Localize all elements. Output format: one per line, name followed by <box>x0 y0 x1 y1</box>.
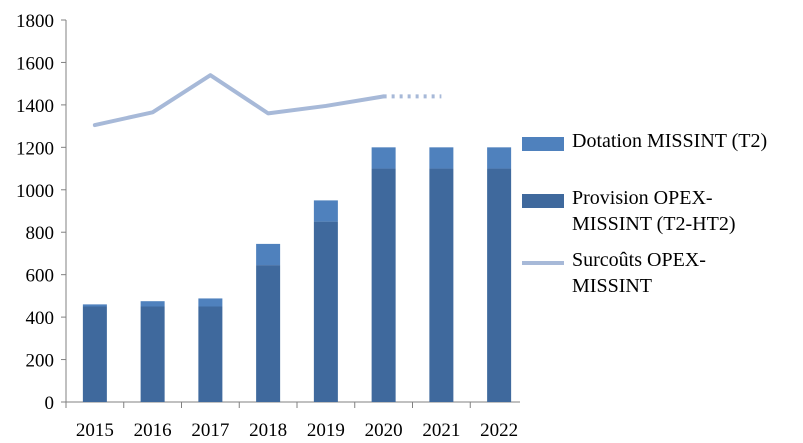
bars <box>82 147 512 402</box>
bar-provision <box>429 168 454 402</box>
x-tick-label: 2018 <box>249 420 287 441</box>
legend-item-provision: Provision OPEX- MISSINT (T2-HT2) <box>522 185 802 237</box>
bar-dotation <box>82 304 107 307</box>
legend-label-surcouts: Surcoûts OPEX- MISSINT <box>572 247 792 299</box>
legend-item-dotation: Dotation MISSINT (T2) <box>522 128 802 154</box>
surcouts-line-solid <box>92 73 386 128</box>
legend-swatch-dotation <box>522 137 564 151</box>
bar-provision <box>487 168 512 402</box>
legend-item-surcouts: Surcoûts OPEX- MISSINT <box>522 247 802 299</box>
legend-label-provision: Provision OPEX- MISSINT (T2-HT2) <box>572 185 792 237</box>
bar-dotation <box>140 301 165 307</box>
x-tick-label: 2022 <box>480 420 518 441</box>
y-tick-label: 0 <box>45 393 55 414</box>
y-tick-label: 1200 <box>16 138 54 159</box>
bar-provision <box>82 306 107 402</box>
y-tick-label: 400 <box>26 308 55 329</box>
x-tick-label: 2016 <box>134 420 172 441</box>
y-tick-label: 1600 <box>16 53 54 74</box>
x-tick-label: 2021 <box>422 420 460 441</box>
y-tick-label: 800 <box>26 223 55 244</box>
legend-line-surcouts <box>522 261 564 265</box>
bar-provision <box>198 306 223 402</box>
bar-dotation <box>313 200 338 222</box>
tick-labels: 0 200 400 600 800 1000 1200 1400 1600 1800 2015 201… <box>16 11 518 441</box>
bar-dotation <box>429 147 454 169</box>
legend-label-provision-line2: MISSINT (T2-HT2) <box>572 213 736 235</box>
stacked-bar-line-chart: 0 200 400 600 800 1000 1200 1400 1600 1800 2015 201… <box>16 11 520 441</box>
bar-dotation <box>487 147 512 169</box>
y-tick-label: 1000 <box>16 181 54 202</box>
x-tick-label: 2019 <box>307 420 345 441</box>
bar-provision <box>371 168 396 402</box>
x-tick-label: 2015 <box>76 420 114 441</box>
y-tick-label: 1800 <box>16 11 54 32</box>
y-tick-label: 200 <box>26 351 55 372</box>
bar-dotation <box>198 298 223 307</box>
surcouts-line <box>92 73 442 128</box>
bar-provision <box>256 265 281 402</box>
legend: Dotation MISSINT (T2) Provision OPEX- MI… <box>522 128 802 299</box>
legend-label-surcouts-line1: Surcoûts OPEX- <box>572 249 706 271</box>
bar-dotation <box>256 243 281 266</box>
legend-swatch-provision <box>522 194 564 208</box>
bar-provision <box>140 306 165 402</box>
legend-label-surcouts-line2: MISSINT <box>572 275 653 297</box>
bar-provision <box>313 221 338 402</box>
legend-label-provision-line1: Provision OPEX- <box>572 187 713 209</box>
x-tick-label: 2017 <box>191 420 229 441</box>
y-tick-label: 1400 <box>16 96 54 117</box>
x-tick-label: 2020 <box>365 420 403 441</box>
bar-dotation <box>371 147 396 169</box>
y-tick-label: 600 <box>26 266 55 287</box>
legend-label-dotation: Dotation MISSINT (T2) <box>572 130 768 152</box>
